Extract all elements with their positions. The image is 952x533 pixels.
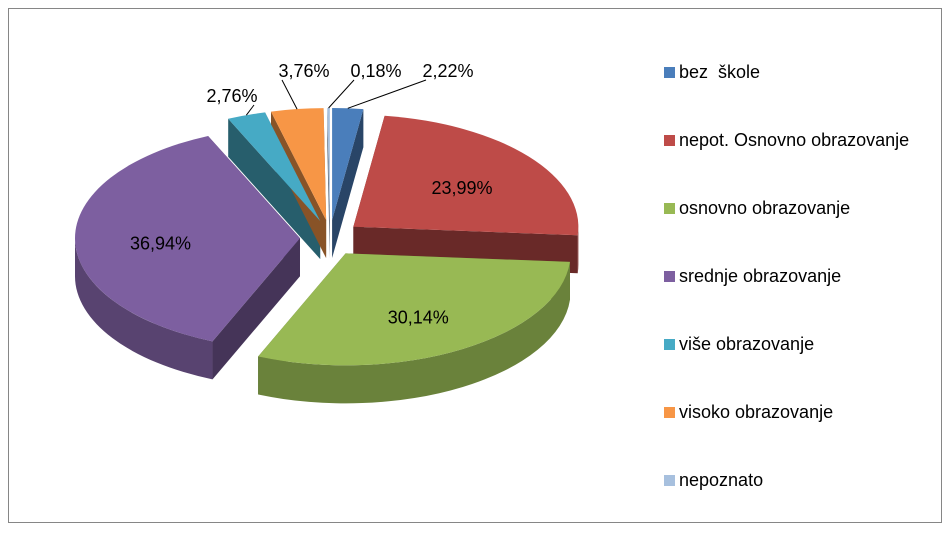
- slice-side: [332, 109, 364, 259]
- slice-side: [327, 108, 330, 259]
- data-label: 30,14%: [388, 307, 449, 327]
- legend-swatch: [664, 135, 675, 146]
- slice-tops: [75, 108, 579, 366]
- legend-item: nepot. Osnovno obrazovanje: [664, 127, 929, 153]
- slice-side: [228, 118, 321, 259]
- legend-item: srednje obrazovanje: [664, 263, 929, 289]
- slice: [327, 108, 330, 221]
- slice-side: [212, 238, 301, 380]
- leader-line: [328, 79, 355, 109]
- slice-side: [577, 226, 579, 274]
- slice: [270, 108, 327, 221]
- data-label: 2,22%: [422, 61, 473, 81]
- legend-label: više obrazovanje: [679, 334, 815, 354]
- slice: [353, 115, 579, 236]
- legend-swatch: [664, 407, 675, 418]
- legend-item: visoko obrazovanje: [664, 399, 929, 425]
- legend-item: osnovno obrazovanje: [664, 195, 929, 221]
- data-label: 23,99%: [432, 178, 493, 198]
- slice: [228, 112, 321, 221]
- leader-line: [245, 104, 255, 116]
- data-label: 3,76%: [278, 61, 329, 81]
- legend-label: visoko obrazovanje: [679, 402, 834, 422]
- data-label: 2,76%: [206, 86, 257, 106]
- legend-item: bez škole: [664, 59, 929, 85]
- data-label: 0,18%: [350, 61, 401, 81]
- slice: [258, 253, 570, 366]
- slice-side: [75, 238, 213, 380]
- legend-item: više obrazovanje: [664, 331, 929, 357]
- leader-line: [347, 79, 427, 109]
- chart-frame: [8, 8, 942, 523]
- legend-label: bez škole: [679, 62, 761, 82]
- legend-label: osnovno obrazovanje: [679, 198, 851, 218]
- slice-side: [258, 261, 570, 404]
- legend-label: nepoznato: [679, 470, 764, 490]
- legend-label: nepot. Osnovno obrazovanje: [679, 130, 910, 150]
- slice: [75, 135, 301, 342]
- legend-swatch: [664, 339, 675, 350]
- legend-swatch: [664, 475, 675, 486]
- legend-label: srednje obrazovanje: [679, 266, 842, 286]
- legend-swatch: [664, 203, 675, 214]
- legend-swatch: [664, 271, 675, 282]
- legend-swatch: [664, 67, 675, 78]
- legend-item: nepoznato: [664, 467, 929, 493]
- data-label: 36,94%: [130, 234, 191, 254]
- slice: [332, 108, 364, 221]
- leader-line: [281, 79, 298, 110]
